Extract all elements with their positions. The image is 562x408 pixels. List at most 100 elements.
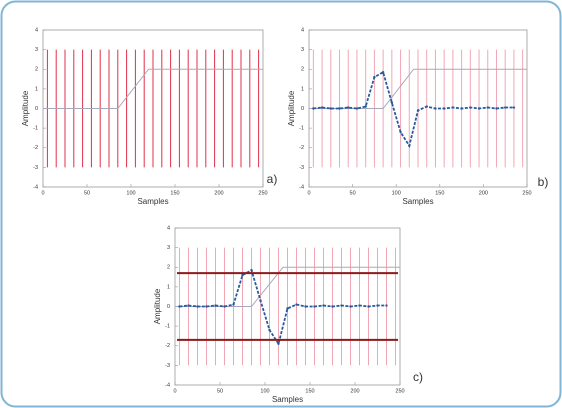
- y-tick-label: -4: [165, 382, 170, 388]
- point: [358, 304, 361, 307]
- point: [340, 304, 343, 307]
- point: [322, 304, 325, 307]
- x-axis-label: Samples: [272, 395, 303, 404]
- x-tick-label: 50: [217, 388, 223, 394]
- x-tick-label: 50: [84, 190, 90, 196]
- point: [347, 106, 350, 109]
- x-tick-label: 150: [435, 190, 444, 196]
- point: [178, 305, 181, 308]
- y-tick-label: -1: [165, 324, 170, 330]
- x-tick-label: 250: [522, 190, 531, 196]
- series-line: [179, 268, 387, 346]
- y-tick-label: -3: [33, 165, 38, 171]
- panel-label: c): [413, 370, 423, 384]
- y-tick-label: -3: [165, 363, 170, 369]
- point: [460, 107, 463, 110]
- x-tick-label: 0: [307, 190, 310, 196]
- point: [223, 305, 226, 308]
- point: [241, 273, 244, 277]
- y-tick-label: -1: [33, 126, 38, 132]
- y-tick-label: 0: [301, 106, 304, 112]
- y-tick-label: 2: [167, 265, 170, 271]
- y-tick-label: 4: [167, 225, 170, 231]
- y-tick-label: -2: [33, 145, 38, 151]
- y-tick-label: -4: [299, 184, 304, 190]
- x-tick-label: 0: [173, 388, 176, 394]
- y-tick-label: 2: [301, 67, 304, 73]
- point: [416, 109, 420, 112]
- x-tick-label: 200: [479, 190, 488, 196]
- y-tick-label: 3: [167, 245, 170, 251]
- point: [312, 107, 315, 110]
- x-tick-label: 50: [350, 190, 356, 196]
- point: [367, 305, 370, 308]
- point: [442, 107, 446, 110]
- point: [320, 106, 324, 109]
- point: [232, 303, 235, 306]
- y-axis-label: Amplitude: [21, 90, 30, 126]
- point: [268, 328, 271, 332]
- y-tick-label: 0: [35, 106, 38, 112]
- y-tick-label: 4: [301, 27, 304, 33]
- y-tick-label: -4: [33, 184, 38, 190]
- series-line: [313, 70, 514, 149]
- y-axis-label: Amplitude: [287, 90, 296, 126]
- x-tick-label: 250: [258, 190, 267, 196]
- point: [390, 101, 394, 104]
- point: [277, 342, 280, 345]
- y-tick-label: -2: [299, 145, 304, 151]
- x-tick-label: 200: [214, 190, 223, 196]
- point: [512, 106, 516, 109]
- y-tick-label: 3: [301, 47, 304, 53]
- point: [187, 304, 190, 307]
- point: [495, 107, 498, 110]
- x-axis-label: Samples: [137, 197, 168, 206]
- point: [349, 305, 352, 308]
- point: [331, 305, 334, 308]
- point: [313, 305, 316, 308]
- point: [259, 299, 262, 302]
- point: [373, 75, 376, 79]
- point: [205, 305, 208, 308]
- x-tick-label: 200: [350, 388, 359, 394]
- panel-label: a): [267, 172, 278, 186]
- x-axis-label: Samples: [402, 197, 433, 206]
- point: [486, 106, 489, 109]
- point: [196, 305, 199, 308]
- point: [214, 304, 217, 307]
- point: [469, 106, 472, 109]
- point: [381, 70, 385, 74]
- point: [355, 107, 359, 110]
- point: [408, 144, 411, 147]
- point: [364, 105, 367, 108]
- x-tick-label: 0: [41, 190, 44, 196]
- point: [434, 107, 437, 110]
- point: [504, 106, 507, 109]
- point: [385, 304, 388, 307]
- point: [451, 106, 455, 109]
- y-tick-label: 3: [35, 47, 38, 53]
- x-tick-label: 100: [392, 190, 401, 196]
- y-tick-label: 1: [35, 86, 38, 92]
- y-tick-label: 1: [167, 284, 170, 290]
- x-tick-label: 100: [126, 190, 135, 196]
- y-tick-label: 0: [167, 304, 170, 310]
- point: [329, 107, 332, 110]
- y-tick-label: -3: [299, 165, 304, 171]
- x-tick-label: 150: [170, 190, 179, 196]
- point: [250, 268, 253, 272]
- point: [376, 304, 379, 307]
- point: [425, 105, 428, 108]
- point: [286, 307, 289, 310]
- point: [477, 107, 481, 110]
- series-line: [43, 68, 263, 109]
- point: [399, 130, 402, 134]
- y-tick-label: 2: [35, 67, 38, 73]
- point: [338, 107, 341, 110]
- y-tick-label: -1: [299, 126, 304, 132]
- x-tick-label: 100: [260, 388, 269, 394]
- x-tick-label: 250: [395, 388, 404, 394]
- x-tick-label: 150: [305, 388, 314, 394]
- point: [295, 303, 298, 306]
